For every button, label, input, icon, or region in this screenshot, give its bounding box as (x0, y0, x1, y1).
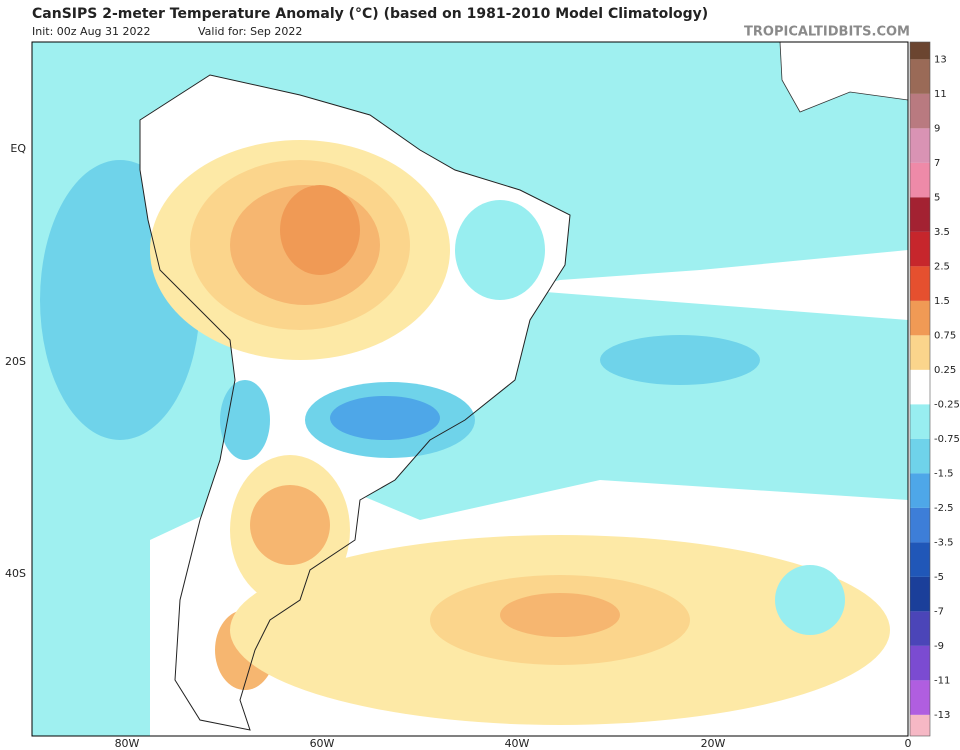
colorbar-label: -1.5 (934, 468, 954, 479)
colorbar-label: -13 (934, 710, 950, 721)
colorbar-label: 11 (934, 89, 947, 100)
warm-anomaly (250, 485, 330, 565)
lat-label: 40S (5, 567, 26, 580)
colorbar-segment (910, 128, 930, 163)
colorbar-segment (910, 473, 930, 508)
colorbar-label: 0.25 (934, 365, 956, 376)
lon-label: 40W (505, 737, 530, 750)
colorbar-segment (910, 680, 930, 715)
colorbar-segment (910, 300, 930, 336)
colorbar-segment (910, 645, 930, 681)
colorbar-label: -3.5 (934, 537, 954, 548)
colorbar-segment (910, 42, 930, 60)
colorbar-label: 13 (934, 54, 947, 65)
warm-anomaly (500, 593, 620, 637)
colorbar-segment (910, 93, 930, 129)
colorbar-label: 0.75 (934, 330, 956, 341)
map-frame (31, 41, 909, 737)
watermark: TROPICALTIDBITS.COM (744, 25, 910, 40)
colorbar-label: -0.25 (934, 399, 960, 410)
cool-anomaly (220, 380, 270, 460)
colorbar-label: -5 (934, 572, 944, 583)
warm-anomaly (280, 185, 360, 275)
lat-label: 20S (5, 355, 26, 368)
title: CanSIPS 2-meter Temperature Anomaly (°C)… (32, 6, 708, 22)
colorbar-label: 7 (934, 158, 940, 169)
lon-label: 60W (310, 737, 335, 750)
colorbar-frame (909, 41, 931, 737)
colorbar-segment (910, 369, 930, 405)
africa (779, 42, 908, 113)
lon-label: 80W (115, 737, 140, 750)
cool-anomaly (600, 335, 760, 385)
map (31, 41, 909, 737)
colorbar-label: -0.75 (934, 434, 960, 445)
colorbar-segment (910, 714, 930, 736)
colorbar-label: -11 (934, 675, 950, 686)
colorbar-segment (910, 335, 930, 370)
colorbar-segment (910, 59, 930, 94)
colorbar-segment (910, 542, 930, 577)
colorbar-segment (910, 576, 930, 612)
colorbar-segment (910, 266, 930, 301)
lon-label: 20W (701, 737, 726, 750)
lat-label: EQ (10, 142, 26, 155)
colorbar-segment (910, 438, 930, 474)
colorbar-segment (910, 507, 930, 543)
valid-time: Valid for: Sep 2022 (198, 25, 302, 38)
cool-anomaly (775, 565, 845, 635)
colorbar-label: -7 (934, 606, 944, 617)
colorbar-segment (910, 162, 930, 198)
colorbar-segment (910, 231, 930, 267)
coastline (139, 74, 571, 731)
colorbar-label: 2.5 (934, 261, 950, 272)
colorbar-label: 5 (934, 192, 940, 203)
colorbar-label: -9 (934, 641, 944, 652)
colorbar-segment (910, 611, 930, 646)
cool-anomaly (330, 396, 440, 440)
init-time: Init: 00z Aug 31 2022 (32, 25, 151, 38)
colorbar-segment (910, 197, 930, 232)
colorbar-label: -2.5 (934, 503, 954, 514)
colorbar-label: 1.5 (934, 296, 950, 307)
colorbar-label: 3.5 (934, 227, 950, 238)
colorbar-label: 9 (934, 123, 940, 134)
colorbar-segment (910, 404, 930, 439)
neutral-anomaly (520, 250, 908, 320)
lon-label: 0 (905, 737, 912, 750)
cool-anomaly (455, 200, 545, 300)
